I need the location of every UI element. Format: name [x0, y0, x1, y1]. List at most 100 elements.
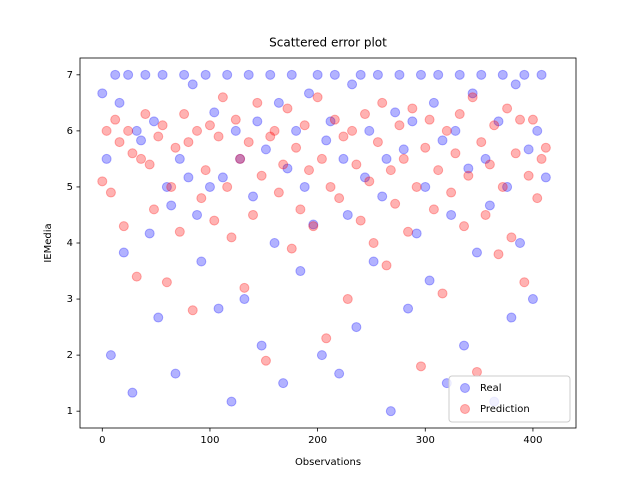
y-axis-label: IEMedia: [43, 223, 54, 262]
point: [136, 135, 147, 146]
point: [441, 125, 452, 136]
point: [97, 88, 108, 99]
point: [351, 159, 362, 170]
point: [476, 69, 487, 80]
point: [97, 176, 108, 187]
point: [312, 92, 323, 103]
point: [196, 193, 207, 204]
point: [540, 172, 551, 183]
point: [131, 125, 142, 136]
point: [377, 191, 388, 202]
y-tick-label: 3: [67, 294, 73, 305]
chart-title: Scattered error plot: [269, 36, 387, 50]
point: [329, 69, 340, 80]
point: [355, 215, 366, 226]
point: [127, 387, 138, 398]
point: [390, 198, 401, 209]
point: [204, 120, 215, 131]
point: [428, 204, 439, 215]
point: [217, 172, 228, 183]
point: [338, 131, 349, 142]
point: [347, 79, 358, 90]
point: [299, 181, 310, 192]
point: [489, 120, 500, 131]
point: [398, 153, 409, 164]
point: [390, 107, 401, 118]
point: [446, 209, 457, 220]
point: [476, 137, 487, 148]
point: [140, 109, 151, 120]
point: [334, 368, 345, 379]
y-tick-label: 2: [67, 350, 73, 361]
point: [123, 125, 134, 136]
point: [157, 69, 168, 80]
point: [273, 187, 284, 198]
point: [105, 350, 116, 361]
point: [411, 228, 422, 239]
point: [364, 125, 375, 136]
point: [502, 181, 513, 192]
point: [372, 137, 383, 148]
point: [187, 305, 198, 316]
point: [428, 97, 439, 108]
point: [493, 249, 504, 260]
y-tick-label: 7: [67, 70, 73, 81]
point: [540, 142, 551, 153]
point: [364, 176, 375, 187]
point: [450, 125, 461, 136]
point: [527, 114, 538, 125]
point: [303, 165, 314, 176]
point: [454, 109, 465, 120]
point: [536, 69, 547, 80]
point: [316, 350, 327, 361]
point: [148, 204, 159, 215]
point: [127, 148, 138, 159]
point: [256, 170, 267, 181]
point: [372, 69, 383, 80]
point: [325, 116, 336, 127]
point: [174, 226, 185, 237]
point: [368, 238, 379, 248]
point: [209, 215, 220, 226]
point: [420, 181, 431, 192]
point: [136, 153, 147, 164]
point: [291, 125, 302, 136]
point: [196, 256, 207, 267]
point: [174, 153, 185, 164]
point: [329, 114, 340, 125]
point: [157, 120, 168, 131]
point: [105, 187, 116, 198]
point: [359, 109, 370, 120]
point: [433, 165, 444, 176]
point: [321, 333, 332, 344]
point: [497, 181, 508, 192]
point: [230, 125, 241, 136]
point: [347, 125, 358, 136]
point: [532, 193, 543, 204]
point: [265, 69, 276, 80]
point: [265, 131, 276, 142]
point: [394, 69, 405, 80]
point: [385, 165, 396, 176]
point: [161, 181, 172, 192]
point: [467, 88, 478, 99]
point: [110, 114, 121, 125]
point: [101, 153, 112, 164]
point: [321, 135, 332, 146]
point: [506, 232, 517, 243]
point: [463, 170, 474, 181]
point: [515, 238, 526, 248]
point: [446, 187, 457, 198]
point: [235, 153, 246, 164]
point: [144, 159, 155, 170]
point: [239, 282, 250, 293]
point: [200, 165, 211, 176]
point: [161, 277, 172, 288]
point: [140, 69, 151, 80]
point: [110, 69, 121, 80]
point: [239, 294, 250, 305]
legend-marker: [460, 404, 470, 414]
point: [187, 79, 198, 90]
point: [153, 312, 164, 323]
